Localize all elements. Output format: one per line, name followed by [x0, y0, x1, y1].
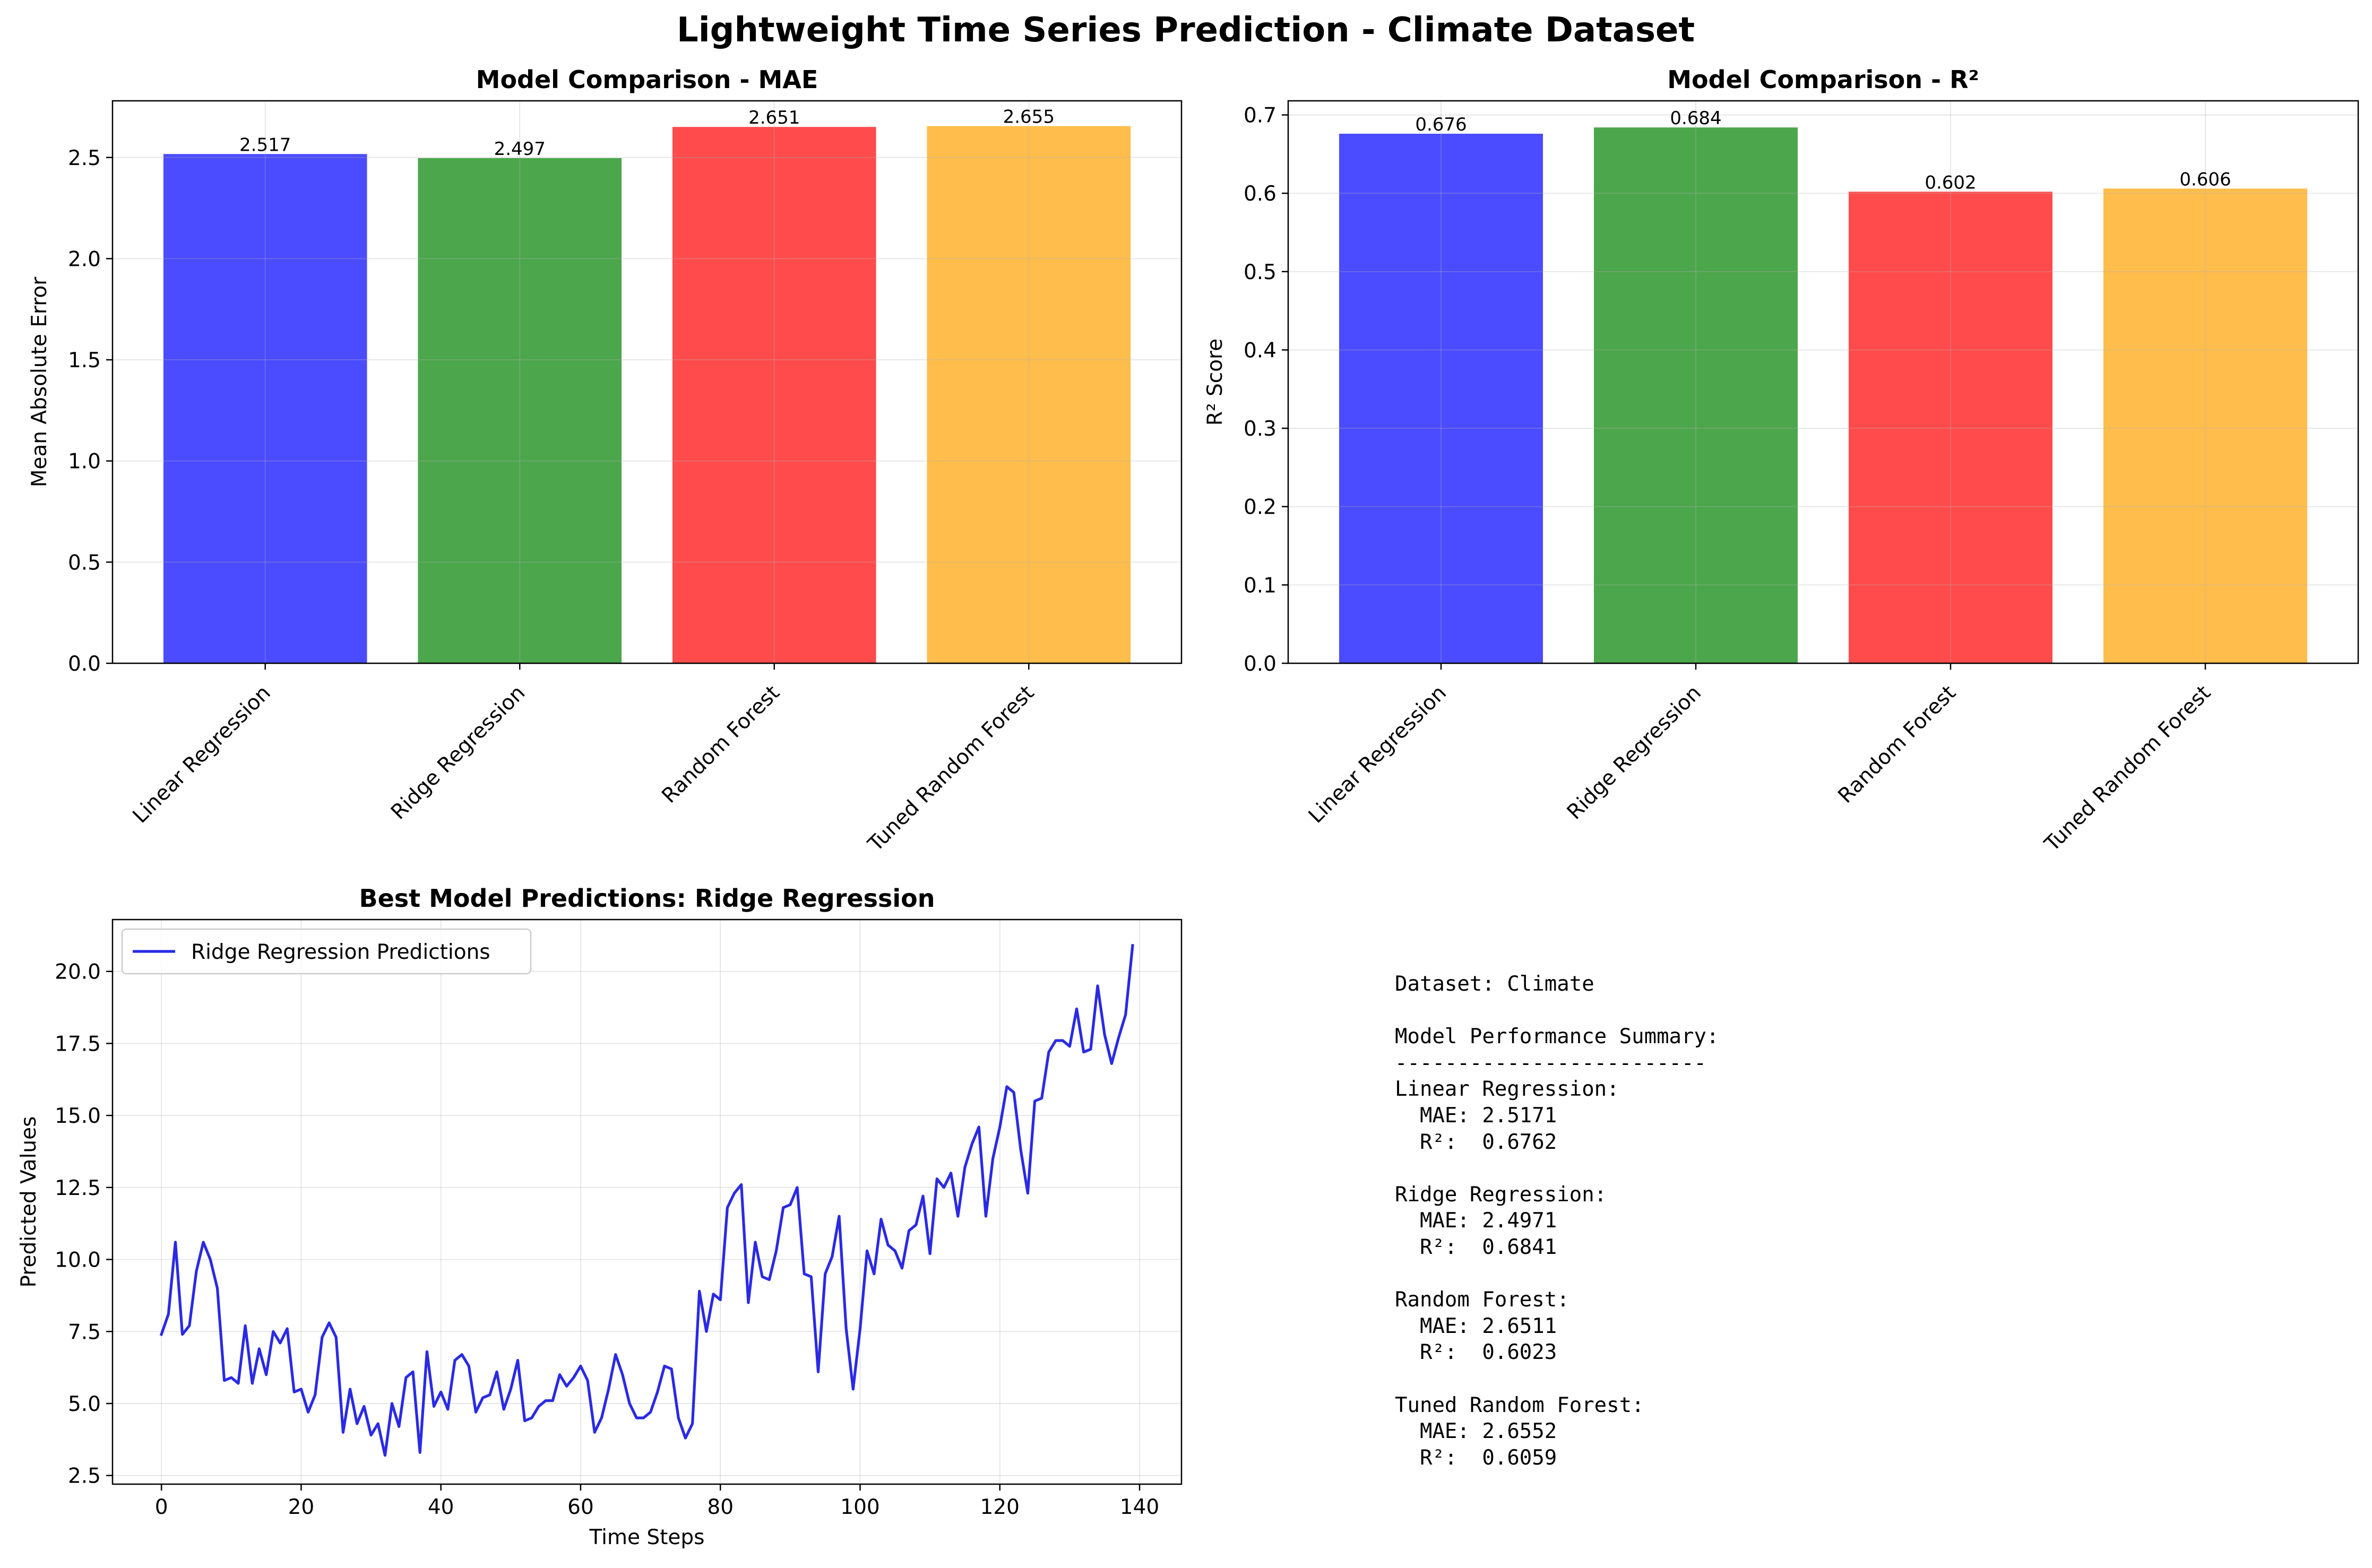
y-tick-label: 5.0 — [68, 1392, 101, 1416]
x-tick-label: Ridge Regression — [1563, 681, 1706, 824]
bar — [672, 127, 876, 663]
x-tick-label: Tuned Random Forest — [2040, 681, 2215, 856]
x-tick-label: Linear Regression — [128, 681, 275, 828]
y-tick-label: 10.0 — [55, 1249, 101, 1272]
x-tick-label: 80 — [707, 1495, 734, 1519]
bar-value-label: 2.497 — [494, 138, 546, 160]
x-tick-label: 20 — [288, 1495, 315, 1519]
mae-bar-chart: 2.517 2.497 2.651 2.655 0.0 0.5 1.0 1.5 2.0 2.5 Li… — [28, 65, 1183, 856]
x-tick-label: Tuned Random Forest — [863, 681, 1039, 856]
y-tick-label: 20.0 — [55, 960, 101, 984]
x-tick-label: 60 — [567, 1495, 594, 1519]
bar — [1594, 127, 1798, 663]
y-tick-label: 0.1 — [1244, 574, 1276, 597]
y-tick-label: 0.5 — [68, 551, 101, 575]
x-tick-label: 100 — [840, 1495, 879, 1519]
chart-title: Model Comparison - R² — [1667, 65, 1979, 94]
bar — [1339, 134, 1543, 664]
chart-title: Best Model Predictions: Ridge Regression — [359, 884, 935, 913]
bar — [418, 158, 622, 663]
chart-title: Model Comparison - MAE — [476, 65, 818, 94]
y-tick-label: 0.0 — [1244, 652, 1276, 676]
bar-value-label: 0.606 — [2179, 169, 2231, 190]
y-tick-label: 0.0 — [68, 652, 101, 676]
series-line — [159, 944, 1134, 1457]
figure-title: Lightweight Time Series Prediction - Cli… — [677, 11, 1695, 50]
predictions-line-chart: 2.5 5.0 7.5 10.0 12.5 15.0 17.5 20.0 0 20 40 60 80 10… — [17, 884, 1183, 1549]
y-tick-label: 17.5 — [55, 1032, 101, 1056]
y-tick-label: 2.5 — [68, 146, 101, 170]
bar-value-label: 0.684 — [1670, 108, 1721, 129]
y-tick-label: 1.5 — [68, 349, 101, 372]
bar — [927, 126, 1131, 663]
x-tick-label: 120 — [980, 1495, 1020, 1519]
performance-summary-text: Dataset: Climate Model Performance Summa… — [1395, 972, 1719, 1470]
y-tick-label: 0.4 — [1244, 339, 1276, 362]
y-tick-label: 0.3 — [1244, 417, 1276, 441]
r2-bar-chart: 0.676 0.684 0.602 0.606 0.0 0.1 0.2 0.3 0.4 0.5 0.… — [1203, 65, 2359, 856]
y-tick-label: 0.5 — [1244, 261, 1276, 284]
legend: Ridge Regression Predictions — [121, 928, 532, 975]
bar-value-label: 2.517 — [239, 134, 291, 155]
y-tick-label: 2.0 — [68, 247, 101, 271]
y-tick-label: 1.0 — [68, 450, 101, 474]
x-tick-label: 140 — [1120, 1495, 1159, 1519]
axes-frame — [1287, 100, 2359, 664]
bar-value-label: 0.676 — [1415, 114, 1467, 135]
bar-value-label: 0.602 — [1925, 172, 1976, 193]
y-tick-label: 7.5 — [68, 1320, 101, 1344]
legend-label: Ridge Regression Predictions — [191, 940, 490, 964]
y-tick-label: 12.5 — [55, 1176, 101, 1200]
y-tick-label: 0.6 — [1244, 182, 1276, 206]
bar — [1849, 192, 2052, 663]
y-tick-label: 15.0 — [55, 1104, 101, 1128]
x-tick-label: 40 — [428, 1495, 454, 1519]
bar — [163, 154, 367, 663]
bar-value-label: 2.651 — [748, 107, 800, 128]
bar — [2103, 188, 2307, 664]
x-tick-label: Linear Regression — [1304, 681, 1451, 828]
y-axis-label: Predicted Values — [17, 1116, 41, 1288]
legend-box — [121, 928, 532, 975]
y-tick-label: 0.2 — [1244, 496, 1276, 519]
y-tick-label: 0.7 — [1244, 104, 1276, 128]
y-axis-label: Mean Absolute Error — [28, 276, 51, 488]
bar-value-label: 2.655 — [1003, 107, 1055, 128]
x-tick-label: Random Forest — [1834, 681, 1961, 808]
y-tick-label: 2.5 — [68, 1465, 101, 1488]
x-tick-label: 0 — [155, 1495, 168, 1519]
x-tick-label: Ridge Regression — [386, 681, 530, 824]
axes-frame — [111, 919, 1183, 1485]
y-axis-label: R² Score — [1203, 339, 1227, 426]
x-tick-label: Random Forest — [657, 681, 784, 808]
x-axis-label: Time Steps — [589, 1526, 705, 1549]
axes-frame — [111, 100, 1183, 664]
